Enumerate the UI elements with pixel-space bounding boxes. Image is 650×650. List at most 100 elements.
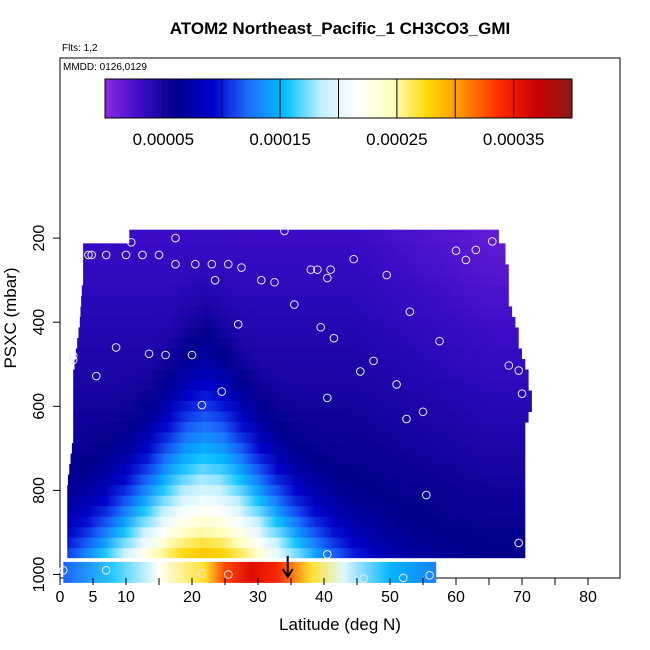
data-point (306, 265, 316, 274)
colorbar-ticks: 0.00005 0.00015 0.00025 0.00035 (133, 79, 544, 149)
data-point (382, 270, 392, 280)
data-point (323, 273, 332, 283)
data-point (514, 538, 524, 548)
x-axis: 0 5 10 20 30 40 50 60 70 80 (56, 578, 597, 606)
data-point (290, 300, 299, 309)
data-point (422, 490, 431, 500)
heatmap-row (67, 516, 526, 528)
heatmap-row (67, 548, 526, 559)
x-tick-label: 40 (315, 589, 333, 606)
data-point (323, 550, 332, 559)
data-point (197, 568, 207, 578)
data-point (326, 265, 335, 274)
heatmap-row (73, 390, 532, 402)
data-point (398, 573, 408, 583)
heatmap-row (67, 474, 526, 486)
data-point (224, 259, 233, 269)
data-point (171, 233, 180, 243)
y-tick-label: 200 (31, 225, 48, 252)
heatmap-row (129, 229, 499, 244)
data-point (237, 263, 246, 272)
heatmap-row (83, 274, 509, 286)
data-point (217, 387, 226, 396)
data-point (517, 389, 527, 398)
data-point (280, 226, 289, 236)
data-point (84, 250, 93, 260)
data-point (138, 250, 147, 260)
heatmap-row (73, 432, 526, 444)
x-tick-label: 30 (249, 589, 267, 606)
heatmap-row (83, 264, 509, 276)
data-point (488, 237, 497, 246)
heatmap-row (70, 453, 526, 465)
heatmap-row (67, 537, 526, 549)
data-point (68, 355, 78, 365)
x-tick-label: 50 (381, 589, 399, 606)
heatmap-row (67, 527, 526, 539)
data-point (405, 307, 415, 316)
data-point (504, 361, 514, 370)
colorbar-tick-label: 0.00015 (249, 130, 310, 149)
heatmap-row (75, 348, 522, 360)
data-point (121, 250, 131, 260)
y-axis: 200 400 600 800 1000 (31, 225, 60, 592)
heatmap-row (83, 253, 506, 265)
data-point (154, 250, 164, 260)
y-tick-label: 400 (31, 309, 48, 336)
data-point (369, 356, 378, 366)
x-tick-label: 20 (183, 589, 201, 606)
data-point (126, 238, 136, 247)
heatmap-row (77, 337, 519, 349)
heatmap-row (79, 316, 516, 328)
flights-label: Flts: 1,2 (62, 43, 98, 54)
data-point (87, 250, 96, 260)
data-point (92, 371, 101, 381)
heatmap-row (67, 506, 526, 518)
data-point (435, 336, 444, 346)
y-tick-label: 600 (31, 393, 48, 420)
colorbar: 0.00005 0.00015 0.00025 0.00035 (104, 78, 573, 149)
data-point (59, 565, 68, 575)
y-tick-label: 800 (31, 477, 48, 504)
data-point (207, 259, 217, 269)
data-point (144, 349, 154, 359)
data-point (316, 322, 326, 332)
data-point (402, 414, 411, 424)
heatmap-row (71, 443, 526, 455)
data-point (101, 565, 111, 575)
heatmap-row (73, 401, 532, 413)
data-point (425, 571, 434, 580)
data-point (270, 277, 279, 287)
data-point (329, 333, 339, 343)
data-point (161, 350, 170, 360)
heatmap-row (83, 243, 506, 255)
heatmap-row (67, 495, 526, 507)
heatmap-row (73, 380, 529, 392)
data-point (111, 343, 121, 352)
x-axis-label: Latitude (deg N) (279, 615, 401, 634)
data-point (210, 275, 220, 285)
data-point (356, 367, 365, 376)
heatmap-row (73, 422, 526, 434)
x-tick-label: 80 (579, 589, 597, 606)
data-point (171, 259, 180, 269)
data-point (349, 254, 359, 264)
heatmap-row (81, 295, 509, 307)
heatmap-row (81, 285, 509, 297)
data-point (359, 574, 368, 584)
date-label: MMDD: 0126,0129 (63, 62, 147, 73)
data-point (392, 380, 401, 389)
data-point (197, 400, 207, 410)
heatmap-row (80, 306, 513, 318)
data-point (187, 350, 197, 360)
data-point (451, 246, 461, 256)
colorbar-tick-label: 0.00035 (483, 130, 544, 149)
data-point (471, 245, 481, 255)
heatmap-row (67, 485, 526, 497)
y-axis-label: PSXC (mbar) (1, 267, 20, 368)
colorbar-tick-label: 0.00025 (366, 130, 427, 149)
arrow-head (281, 568, 294, 579)
x-tick-label: 0 (56, 589, 65, 606)
